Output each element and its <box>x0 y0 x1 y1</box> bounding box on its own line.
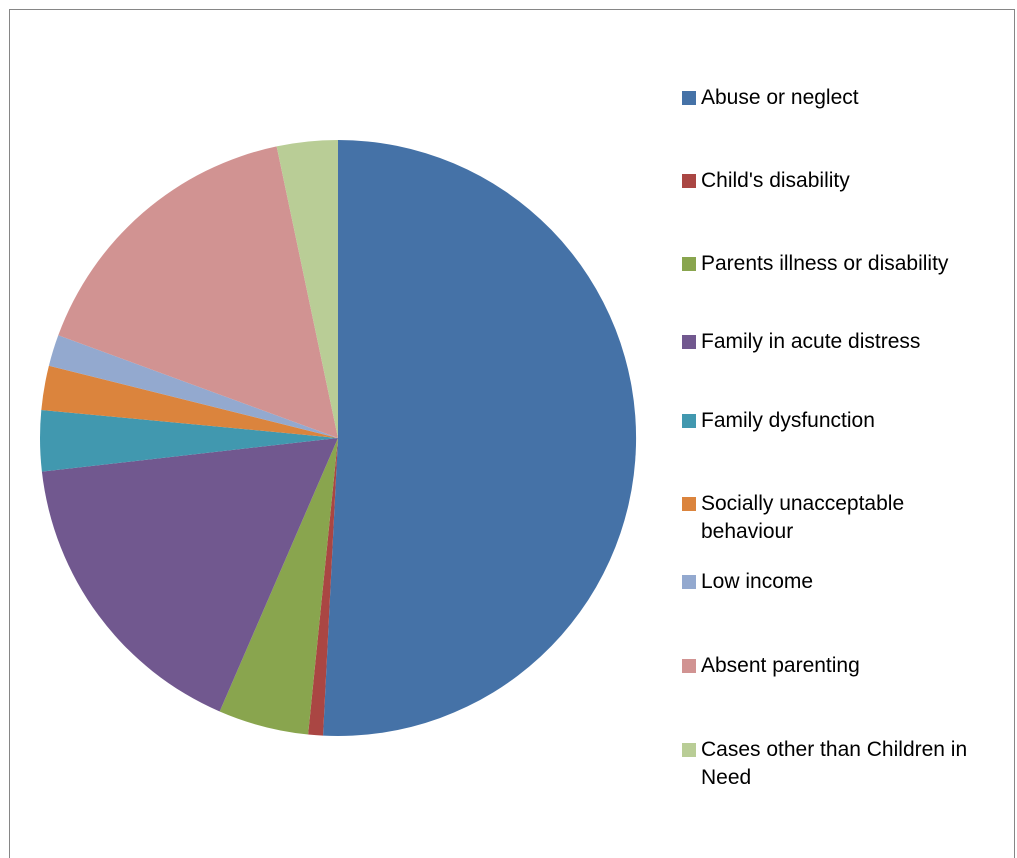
legend-label: Parents illness or disability <box>701 252 949 275</box>
legend-label: Abuse or neglect <box>701 86 859 109</box>
legend-label: Socially unacceptable behaviour <box>701 492 905 543</box>
pie-slice-parents-illness-or-disability <box>219 438 338 735</box>
pie-slice-absent-parenting <box>58 146 338 438</box>
chart-area: Abuse or neglect Child's disability Pare… <box>9 9 1015 858</box>
legend-label: Cases other than Children in Need <box>701 738 968 789</box>
legend-label: Low income <box>701 570 814 593</box>
legend-swatch <box>682 414 696 428</box>
legend-swatch <box>682 497 696 511</box>
pie-slice-cases-other-than-children-in-need <box>276 139 338 438</box>
legend-swatch <box>682 91 696 105</box>
legend-swatch <box>682 257 696 271</box>
pie-slice-family-dysfunction <box>39 409 338 472</box>
legend-label: Child's disability <box>701 169 850 192</box>
legend-label: Family in acute distress <box>701 330 921 353</box>
legend-swatch <box>682 743 696 757</box>
legend-label: Absent parenting <box>701 654 860 677</box>
pie-slice-family-in-acute-distress <box>41 438 339 712</box>
pie-slice-child-s-disability <box>308 438 338 736</box>
legend-swatch <box>682 174 696 188</box>
legend-swatch <box>682 575 696 589</box>
legend-swatch <box>682 335 696 349</box>
legend-label: Family dysfunction <box>701 409 875 432</box>
pie-slice-abuse-or-neglect <box>323 139 637 736</box>
legend-swatch <box>682 659 696 673</box>
pie-chart <box>39 139 637 736</box>
pie-slice-low-income <box>48 335 339 438</box>
pie-slice-socially-unacceptable-behaviour <box>41 365 338 438</box>
